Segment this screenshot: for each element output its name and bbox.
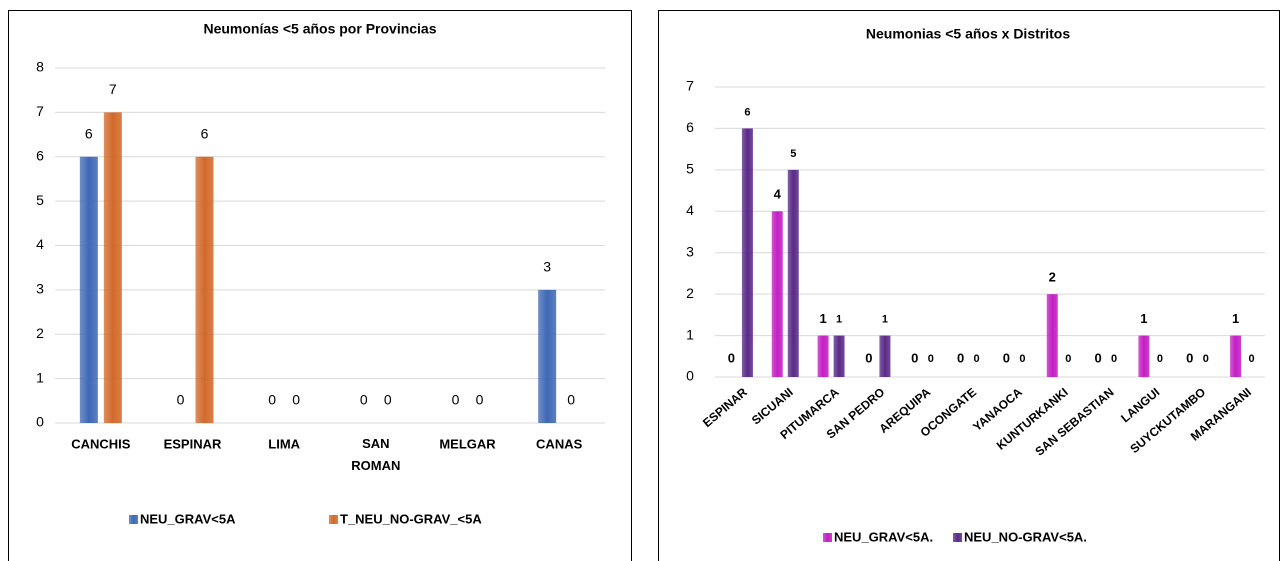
label-line: SAN (362, 436, 389, 451)
bar (833, 335, 845, 377)
data-label: 1 (1140, 311, 1147, 326)
data-label: 1 (882, 313, 888, 325)
data-label: 4 (774, 187, 782, 202)
x-tick-label: CANAS (536, 436, 583, 451)
data-label: 0 (865, 350, 872, 365)
legend-swatch (953, 533, 962, 542)
data-label: 0 (1019, 353, 1025, 365)
data-label: 0 (1003, 350, 1010, 365)
data-label: 6 (744, 106, 750, 118)
x-tick-label: MELGAR (439, 436, 496, 451)
data-label: 7 (109, 81, 117, 97)
legend-swatch (329, 515, 338, 524)
x-tick-label: CANCHIS (71, 436, 131, 451)
data-label: 0 (1111, 353, 1117, 365)
x-tick-label: SAN ROMAN (351, 436, 400, 473)
bar (1230, 335, 1242, 377)
data-label: 0 (1065, 353, 1071, 365)
y-tick-label: 3 (686, 243, 694, 259)
bar (741, 128, 753, 377)
y-tick-label: 7 (686, 78, 694, 94)
bar (1138, 335, 1150, 377)
data-label: 0 (452, 392, 460, 408)
legend-swatch (823, 533, 832, 542)
data-label: 6 (85, 125, 93, 141)
chart-frame (658, 10, 1280, 561)
chart-frame (8, 10, 632, 561)
y-tick-label: 6 (686, 119, 694, 135)
y-tick-label: 5 (686, 161, 694, 177)
data-label: 1 (1232, 311, 1239, 326)
data-label: 0 (974, 353, 980, 365)
chart-title: Neumonias <5 años x Distritos (866, 26, 1070, 42)
label-line: ROMAN (351, 458, 400, 473)
data-label: 2 (1049, 270, 1056, 285)
y-tick-label: 1 (36, 369, 44, 385)
data-label: 0 (567, 392, 575, 408)
y-tick-label: 3 (36, 281, 44, 297)
bar (771, 211, 783, 377)
data-label: 0 (268, 392, 276, 408)
data-label: 0 (1249, 353, 1255, 365)
y-tick-label: 6 (36, 147, 44, 163)
data-label: 0 (1094, 350, 1101, 365)
data-label: 0 (360, 392, 368, 408)
bar (817, 335, 829, 377)
legend-label: T_NEU_NO-GRAV_<5A (340, 511, 482, 526)
bar (195, 156, 214, 423)
data-label: 0 (1203, 353, 1209, 365)
y-tick-label: 1 (686, 326, 694, 342)
data-label: 0 (476, 392, 484, 408)
y-tick-label: 8 (36, 59, 44, 75)
data-label: 0 (292, 392, 300, 408)
y-tick-label: 2 (686, 285, 694, 301)
data-label: 0 (1186, 350, 1193, 365)
legend-label: NEU_GRAV<5A. (834, 529, 933, 544)
bar (879, 335, 891, 377)
data-label: 0 (1157, 353, 1163, 365)
bar (787, 169, 799, 377)
data-label: 0 (911, 350, 918, 365)
legend-swatch (129, 515, 138, 524)
bar (79, 156, 98, 423)
y-tick-label: 5 (36, 192, 44, 208)
chart-title: Neumonías <5 años por Provincias (203, 21, 436, 37)
y-tick-label: 4 (36, 236, 44, 252)
y-tick-label: 2 (36, 325, 44, 341)
y-tick-label: 0 (36, 414, 44, 430)
data-label: 1 (836, 313, 842, 325)
data-label: 0 (384, 392, 392, 408)
x-tick-label: LIMA (268, 436, 300, 451)
x-tick-label: ESPINAR (164, 436, 222, 451)
bar (538, 289, 557, 423)
y-tick-label: 7 (36, 103, 44, 119)
data-label: 0 (957, 350, 964, 365)
data-label: 3 (543, 259, 551, 275)
data-label: 5 (790, 148, 796, 160)
bar (1046, 294, 1058, 377)
legend-label: NEU_NO-GRAV<5A. (964, 529, 1087, 544)
data-label: 0 (177, 392, 185, 408)
data-label: 6 (201, 125, 209, 141)
data-label: 1 (819, 311, 826, 326)
data-label: 0 (928, 353, 934, 365)
data-label: 0 (728, 350, 735, 365)
bar (103, 112, 122, 423)
legend-label: NEU_GRAV<5A (140, 511, 236, 526)
y-tick-label: 0 (686, 368, 694, 384)
y-tick-label: 4 (686, 202, 694, 218)
